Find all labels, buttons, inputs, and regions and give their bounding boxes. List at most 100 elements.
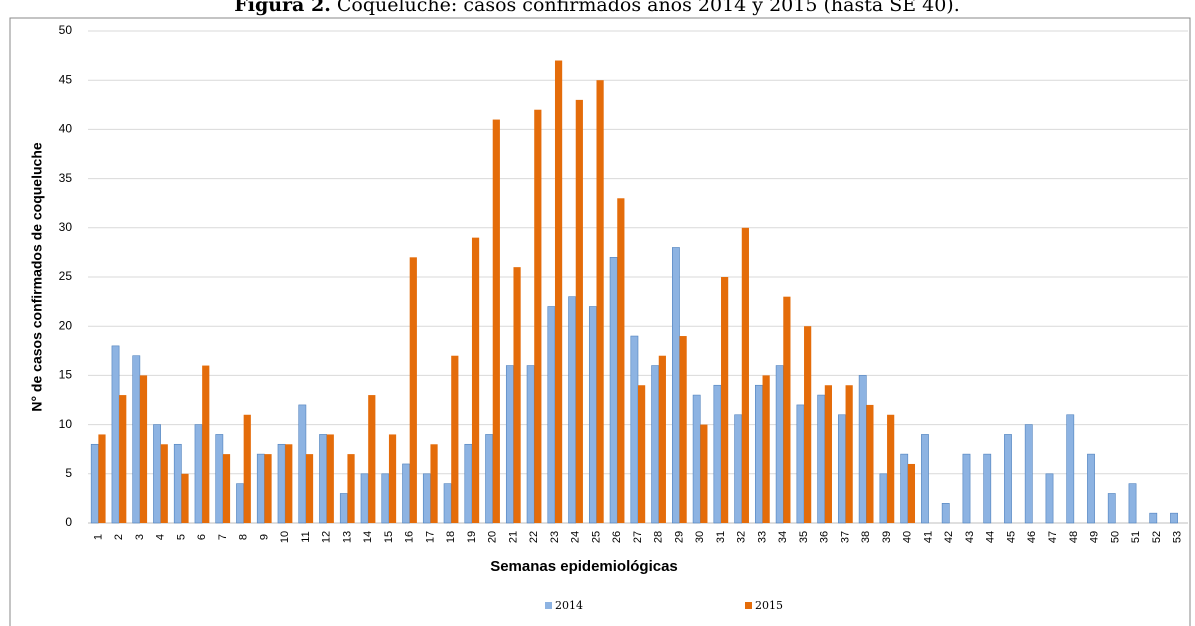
y-tick-label: 15 xyxy=(59,368,73,382)
bar xyxy=(534,109,542,523)
x-tick-label: 9 xyxy=(258,534,270,540)
bar xyxy=(962,453,971,524)
bar xyxy=(630,335,639,524)
bar xyxy=(1004,434,1012,524)
x-tick-label: 43 xyxy=(964,531,976,543)
bar xyxy=(824,385,832,523)
bar xyxy=(215,434,224,524)
bar xyxy=(596,80,604,523)
x-tick-label: 29 xyxy=(673,531,685,543)
x-tick-label: 33 xyxy=(756,531,768,543)
x-tick-label: 46 xyxy=(1026,531,1038,543)
x-tick-label: 52 xyxy=(1151,531,1163,543)
x-tick-label: 45 xyxy=(1005,531,1017,543)
y-tick-label: 40 xyxy=(59,122,73,136)
y-tick-label: 20 xyxy=(59,318,73,332)
x-tick-label: 24 xyxy=(570,531,582,543)
y-tick-label: 45 xyxy=(59,72,73,86)
x-tick-label: 15 xyxy=(383,531,395,543)
bar xyxy=(492,119,500,523)
bar xyxy=(638,385,646,523)
bar xyxy=(554,60,563,524)
x-tick-label: 40 xyxy=(902,531,914,543)
x-tick-label: 36 xyxy=(819,531,831,543)
bar xyxy=(866,404,874,523)
x-tick-label: 6 xyxy=(196,534,208,540)
x-tick-label: 34 xyxy=(777,531,789,543)
x-tick-label: 8 xyxy=(238,534,250,540)
x-tick-label: 10 xyxy=(279,531,291,543)
x-tick-label: 38 xyxy=(860,531,872,543)
bar xyxy=(526,365,535,524)
bar xyxy=(139,375,148,523)
bar xyxy=(921,434,929,524)
bar xyxy=(1045,473,1054,524)
bar xyxy=(181,473,189,523)
x-tick-label: 31 xyxy=(715,531,727,543)
legend-label: 2014 xyxy=(555,599,583,612)
bar xyxy=(388,434,397,523)
bar xyxy=(243,414,251,523)
bar xyxy=(285,444,293,523)
bar xyxy=(838,414,846,524)
x-tick-label: 27 xyxy=(632,531,644,543)
bar xyxy=(658,355,666,523)
bar xyxy=(277,443,286,524)
x-tick-label: 19 xyxy=(466,531,478,543)
bar xyxy=(381,473,390,524)
bar xyxy=(721,277,729,523)
x-tick-label: 1 xyxy=(92,534,104,540)
bar xyxy=(119,395,127,523)
x-tick-label: 28 xyxy=(653,531,665,543)
bar xyxy=(858,375,867,524)
bar xyxy=(879,473,888,524)
bar xyxy=(98,434,106,523)
bar xyxy=(360,473,369,524)
bar xyxy=(734,414,743,524)
bar xyxy=(222,454,231,523)
bar xyxy=(430,444,438,523)
bar xyxy=(783,296,791,523)
x-tick-label: 30 xyxy=(694,531,706,543)
bar xyxy=(887,414,895,523)
bar xyxy=(1107,493,1116,524)
bar xyxy=(804,326,812,523)
x-tick-label: 16 xyxy=(404,531,416,543)
bar xyxy=(409,257,417,523)
x-tick-label: 48 xyxy=(1068,531,1080,543)
bar xyxy=(692,394,701,524)
bar xyxy=(700,424,708,523)
bar xyxy=(672,247,680,524)
bar xyxy=(264,454,272,523)
bar xyxy=(1024,424,1033,524)
x-tick-label: 2 xyxy=(113,534,125,540)
bar xyxy=(713,384,722,524)
x-tick-label: 41 xyxy=(922,531,934,543)
x-tick-label: 50 xyxy=(1109,531,1121,543)
x-tick-label: 12 xyxy=(321,531,333,543)
bar xyxy=(464,443,473,524)
bar xyxy=(1170,512,1178,524)
title-label: Figura 2. xyxy=(234,0,331,16)
x-tick-label: 17 xyxy=(424,531,436,543)
x-tick-label: 49 xyxy=(1089,531,1101,543)
bar xyxy=(471,237,480,523)
bar xyxy=(941,503,950,524)
bar xyxy=(160,444,168,523)
x-tick-label: 51 xyxy=(1130,531,1142,543)
bar xyxy=(609,257,618,524)
bar xyxy=(775,365,784,524)
x-tick-label: 42 xyxy=(943,531,955,543)
x-axis-label: Semanas epidemiológicas xyxy=(490,558,678,575)
bar xyxy=(422,473,431,524)
bar xyxy=(505,365,514,524)
bar xyxy=(983,453,992,524)
bar xyxy=(236,483,244,524)
bar xyxy=(900,453,909,524)
x-tick-label: 44 xyxy=(985,531,997,543)
y-tick-label: 30 xyxy=(59,220,73,234)
bar xyxy=(513,267,521,523)
x-tick-label: 26 xyxy=(611,531,623,543)
